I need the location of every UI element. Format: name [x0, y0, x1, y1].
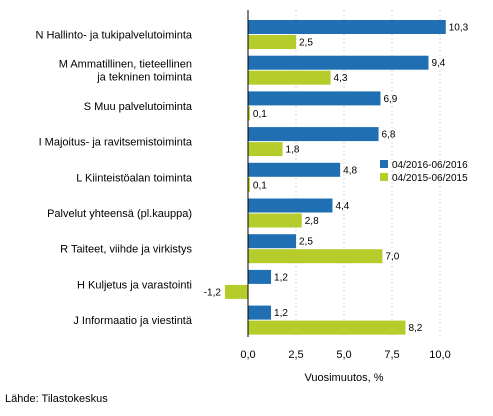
- x-axis-title: Vuosimuutos, %: [304, 372, 383, 384]
- value-label: 8,2: [408, 323, 422, 334]
- x-tick-label: 2,5: [288, 349, 303, 361]
- category-label: M Ammatillinen, tieteellinen: [59, 59, 192, 71]
- x-tick-label: 7,5: [384, 349, 399, 361]
- value-label: 9,4: [431, 58, 445, 69]
- category-label: I Majoitus- ja ravitsemistoiminta: [39, 137, 193, 149]
- value-label: -1,2: [204, 287, 222, 298]
- bar-series1: [248, 91, 381, 106]
- bar-series2: [248, 320, 406, 335]
- bar-series2: [248, 177, 250, 192]
- legend-label: 04/2015-06/2015: [392, 173, 468, 184]
- legend: 04/2016-06/2016 04/2015-06/2015: [380, 160, 468, 184]
- value-label: 4,3: [334, 73, 348, 84]
- category-labels: N Hallinto- ja tukipalvelutoiminta M Amma…: [35, 30, 192, 328]
- x-tick-labels: 0,0 2,5 5,0 7,5 10,0: [240, 349, 450, 361]
- bar-series1: [248, 234, 296, 249]
- value-label: 1,2: [274, 308, 288, 319]
- bar-series2: [248, 35, 296, 49]
- category-label: R Taiteet, viihde ja virkistys: [60, 244, 192, 256]
- bar-series2: [248, 70, 331, 85]
- value-label: 1,2: [274, 272, 288, 283]
- bar-series1: [248, 269, 272, 284]
- value-label: 2,8: [305, 216, 319, 227]
- bar-series2: [224, 284, 248, 299]
- value-label: 2,5: [299, 38, 313, 49]
- value-label: 0,1: [253, 109, 267, 120]
- legend-swatch: [380, 160, 388, 168]
- source-note: Lähde: Tilastokeskus: [5, 393, 108, 405]
- bar-series1: [248, 55, 429, 70]
- x-tick-label: 10,0: [429, 349, 450, 361]
- bar-series1: [248, 20, 446, 34]
- value-label: 4,8: [343, 165, 357, 176]
- bar-series2: [248, 142, 283, 157]
- value-label: 0,1: [253, 180, 267, 191]
- bar-series2: [248, 213, 302, 228]
- value-label: 6,8: [382, 130, 396, 141]
- value-label: 2,5: [299, 237, 313, 248]
- value-label: 4,4: [335, 201, 349, 212]
- x-tick-label: 0,0: [240, 349, 255, 361]
- bar-series1: [248, 305, 272, 320]
- value-label: 10,3: [449, 23, 469, 34]
- category-label: ja tekninen toiminta: [96, 72, 193, 84]
- value-label: 6,9: [383, 94, 397, 105]
- legend-swatch: [380, 173, 388, 181]
- bar-series1: [248, 127, 379, 142]
- value-label: 7,0: [385, 252, 399, 263]
- bars: [224, 20, 446, 335]
- category-label: S Muu palvelutoiminta: [84, 101, 193, 113]
- category-label: J Informaatio ja viestintä: [73, 315, 192, 327]
- category-label: Palvelut yhteensä (pl.kauppa): [47, 208, 192, 220]
- bar-series1: [248, 198, 333, 213]
- bar-series1: [248, 162, 341, 177]
- category-label: L Kiinteistöalan toiminta: [76, 172, 193, 184]
- category-label: H Kuljetus ja varastointi: [77, 279, 192, 291]
- legend-label: 04/2016-06/2016: [392, 160, 468, 171]
- category-label: N Hallinto- ja tukipalvelutoiminta: [35, 30, 192, 42]
- bar-series2: [248, 106, 250, 121]
- value-labels: 10,3 2,5 9,4 4,3 6,9 0,1 6,8 1,8 4,8 0,1 4,4 2,8 2,5…: [204, 23, 469, 335]
- value-label: 1,8: [286, 145, 300, 156]
- bar-series2: [248, 249, 383, 264]
- x-tick-label: 5,0: [336, 349, 351, 361]
